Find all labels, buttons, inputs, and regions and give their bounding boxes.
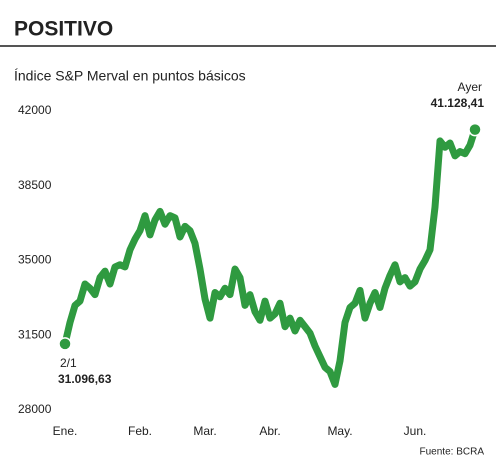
x-tick-label: Ene. [53, 424, 78, 438]
y-tick-label: 28000 [18, 402, 52, 416]
x-tick-label: Jun. [404, 424, 427, 438]
value-label: 31.096,63 [58, 372, 112, 386]
chart-title: POSITIVO [14, 18, 113, 41]
x-tick-label: May. [327, 424, 352, 438]
value-label: 41.128,41 [431, 96, 485, 110]
y-tick-label: 35000 [18, 253, 52, 267]
y-tick-label: 31500 [18, 327, 52, 341]
y-tick-label: 42000 [18, 103, 52, 117]
end-marker [58, 337, 72, 351]
x-tick-label: Abr. [259, 424, 280, 438]
x-tick-label: Feb. [128, 424, 152, 438]
annotation: Ayer [458, 80, 482, 94]
y-tick-label: 38500 [18, 178, 52, 192]
chart-subtitle: Índice S&P Merval en puntos básicos [14, 68, 246, 84]
annotation: 2/1 [60, 356, 77, 370]
end-marker [468, 122, 482, 137]
series-line [61, 126, 479, 388]
x-tick-label: Mar. [193, 424, 216, 438]
source: Fuente: BCRA [420, 447, 485, 458]
